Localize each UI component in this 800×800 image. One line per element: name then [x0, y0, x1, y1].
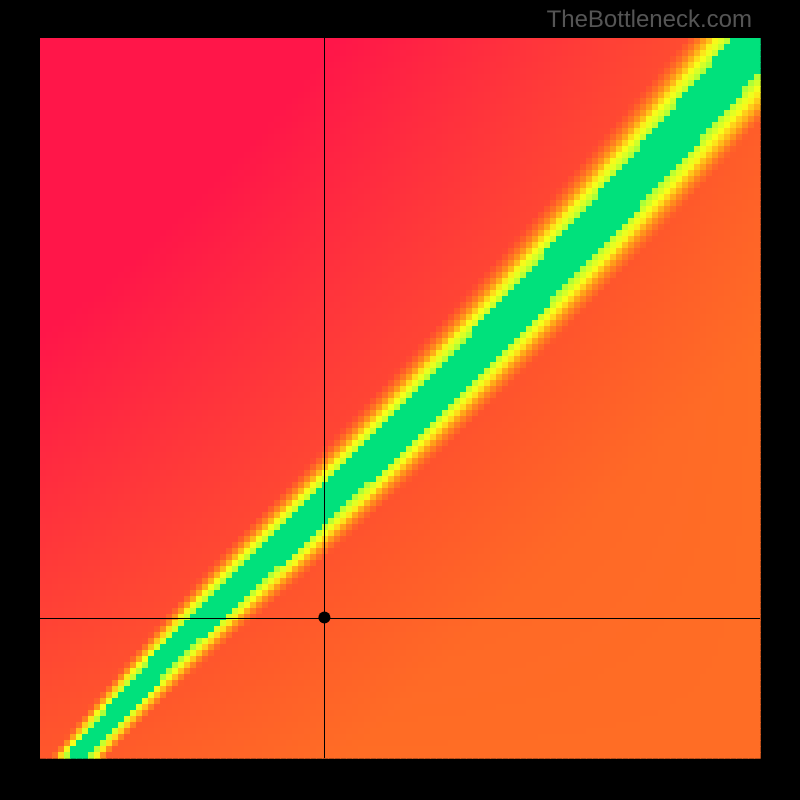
bottleneck-heatmap	[0, 0, 800, 800]
watermark-text: TheBottleneck.com	[547, 6, 752, 34]
